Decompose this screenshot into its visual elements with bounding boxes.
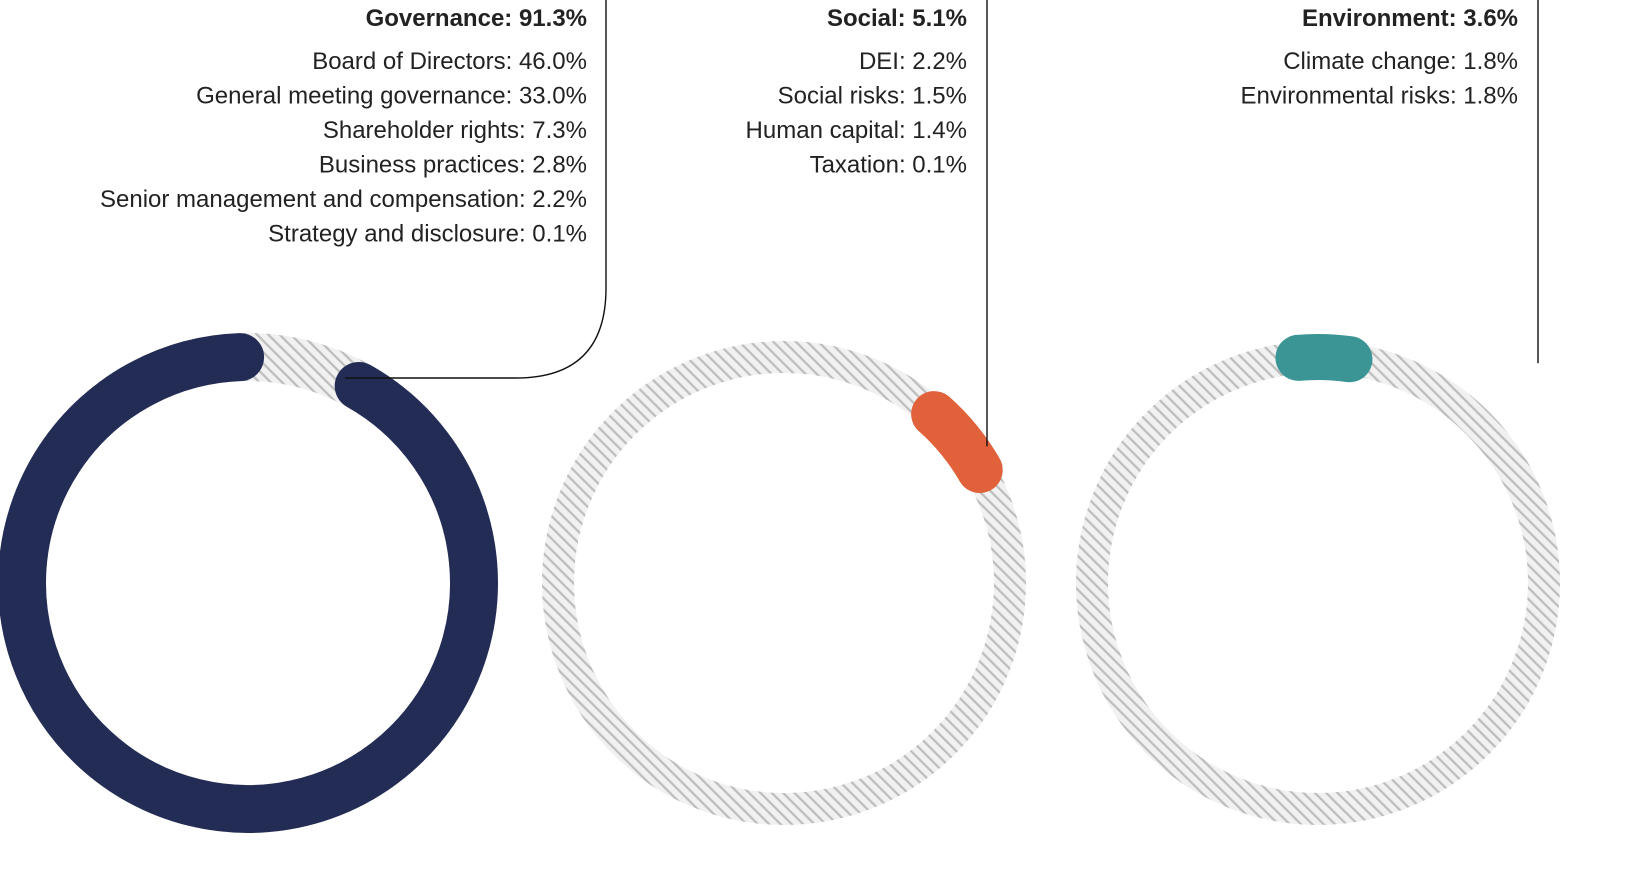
donut-social: Social: 5.1% DEI: 2.2% Social risks: 1.5% H… bbox=[542, 0, 1026, 825]
breakdown-label-climate-change: Climate change: 1.8% bbox=[1283, 48, 1518, 75]
series-title: Environment: 3.6% bbox=[1302, 5, 1518, 32]
breakdown-label-taxation: Taxation: 0.1% bbox=[810, 152, 967, 179]
donut-environment: Environment: 3.6% Climate change: 1.8% Env… bbox=[1076, 0, 1560, 825]
breakdown-label-senior-management-and-compensation: Senior management and compensation: 2.2% bbox=[100, 186, 587, 213]
series-title: Social: 5.1% bbox=[827, 5, 967, 32]
breakdown-label-business-practices: Business practices: 2.8% bbox=[319, 152, 587, 179]
donut-arc-environment bbox=[1275, 334, 1373, 383]
breakdown-label-general-meeting-governance: General meeting governance: 33.0% bbox=[196, 83, 587, 110]
breakdown-label-environmental-risks: Environmental risks: 1.8% bbox=[1241, 83, 1518, 110]
breakdown-label-strategy-and-disclosure: Strategy and disclosure: 0.1% bbox=[268, 221, 587, 248]
donut-arc-social bbox=[911, 391, 1003, 493]
donut-track bbox=[1076, 341, 1560, 825]
breakdown-label-shareholder-rights: Shareholder rights: 7.3% bbox=[323, 117, 587, 144]
breakdown-label-dei: DEI: 2.2% bbox=[859, 48, 967, 75]
breakdown-label-human-capital: Human capital: 1.4% bbox=[746, 117, 967, 144]
breakdown-label-board-of-directors: Board of Directors: 46.0% bbox=[312, 48, 587, 75]
donut-track bbox=[542, 341, 1026, 825]
leader-line bbox=[345, 0, 607, 379]
donut-arc-governance bbox=[0, 333, 498, 833]
series-title: Governance: 91.3% bbox=[366, 5, 587, 32]
donut-governance: Governance: 91.3% Board of Directors: 46.… bbox=[0, 0, 607, 833]
breakdown-label-social-risks: Social risks: 1.5% bbox=[778, 83, 967, 110]
